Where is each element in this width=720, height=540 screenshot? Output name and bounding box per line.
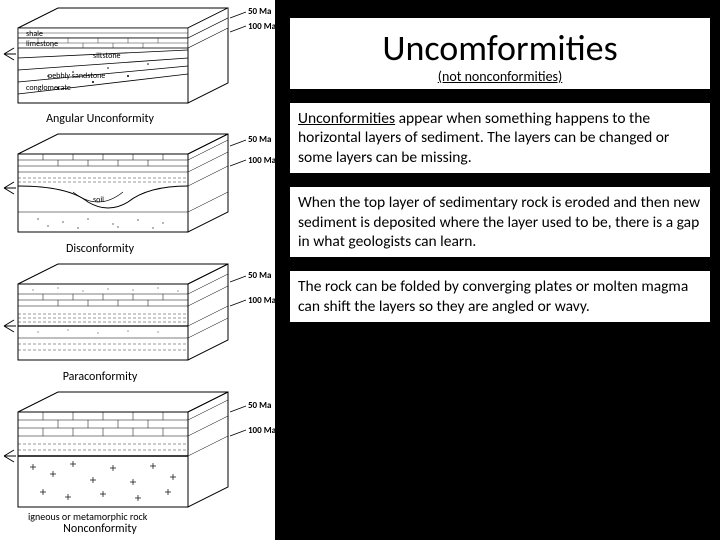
age-label-50ma-4: 50 Ma — [248, 400, 271, 411]
paragraph-3: The rock can be folded by converging pla… — [298, 277, 702, 316]
diagram-caption-paraconformity: Paraconformity — [63, 370, 138, 384]
age-label-50ma-2: 50 Ma — [248, 134, 271, 145]
paragraph-2: When the top layer of sedimentary rock i… — [298, 193, 702, 251]
layer-label-siltstone: siltstone — [93, 51, 121, 61]
diagram-nonconformity: 50 Ma 100 Ma igneous or metamorphic rock… — [0, 384, 275, 536]
layer-label-pebbly: pebbly sandstone — [48, 71, 105, 81]
slide: shale limestone siltstone pebbly sandsto… — [0, 0, 720, 540]
age-label-100ma-3: 100 Ma — [248, 295, 275, 306]
layer-label-soil: soil — [93, 195, 104, 205]
diagram-paraconformity: 50 Ma 100 Ma Paraconformity — [0, 256, 275, 384]
diagram-disconformity: soil 50 Ma 100 Ma Disconformity — [0, 126, 275, 256]
age-label-50ma: 50 Ma — [248, 6, 271, 17]
key-term: Unconformities — [298, 109, 395, 128]
diagram-angular-unconformity: shale limestone siltstone pebbly sandsto… — [0, 0, 275, 126]
age-label-100ma-4: 100 Ma — [248, 425, 275, 436]
diagrams-column: shale limestone siltstone pebbly sandsto… — [0, 0, 275, 540]
age-label-50ma-3: 50 Ma — [248, 270, 271, 281]
diagram-caption-angular: Angular Unconformity — [46, 112, 154, 126]
age-label-100ma-2: 100 Ma — [248, 155, 275, 166]
paragraph-1-block: Unconformities appear when something hap… — [290, 103, 710, 173]
age-label-100ma: 100 Ma — [248, 21, 275, 32]
title-block: Uncomformities (not nonconformities) — [290, 18, 710, 89]
diagram-caption-nonconformity: Nonconformity — [63, 522, 137, 536]
page-title: Uncomformities — [300, 26, 700, 70]
paragraph-3-block: The rock can be folded by converging pla… — [290, 271, 710, 322]
diagram-caption-disconformity: Disconformity — [66, 242, 135, 256]
paragraph-1: Unconformities appear when something hap… — [298, 109, 702, 167]
layer-label-conglomerate: conglomerate — [26, 83, 71, 93]
layer-label-shale: shale — [26, 29, 43, 39]
text-area: Uncomformities (not nonconformities) Unc… — [290, 18, 710, 336]
paragraph-2-block: When the top layer of sedimentary rock i… — [290, 187, 710, 257]
layer-label-limestone: limestone — [26, 39, 58, 49]
page-subtitle: (not nonconformities) — [300, 68, 700, 85]
